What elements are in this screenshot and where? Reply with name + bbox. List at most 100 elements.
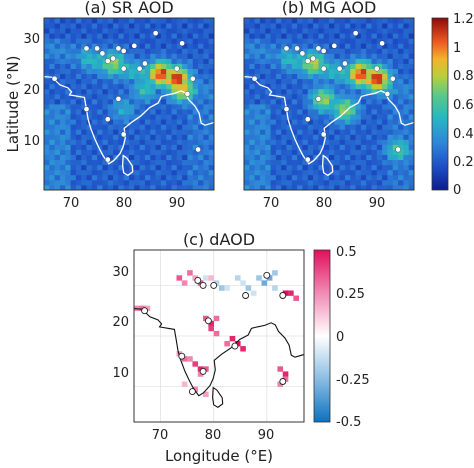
panel-a-aod-grid-cell bbox=[182, 78, 188, 85]
panel-b-aod-grid-cell bbox=[371, 104, 378, 110]
panel-b-aod-grid-cell bbox=[302, 93, 309, 100]
panel-a-aod-grid-cell bbox=[171, 58, 178, 64]
panel-b-aod-grid-cell bbox=[291, 159, 298, 166]
panel-a-aod-grid-cell bbox=[97, 98, 103, 105]
panel-a-aod-grid-cell bbox=[102, 149, 109, 155]
panel-b-aod-grid-cell bbox=[244, 68, 250, 75]
panel-b-aod-grid-cell bbox=[249, 124, 256, 130]
panel-b-aod-grid-cell bbox=[387, 78, 394, 85]
panel-b-aod-grid-cell bbox=[344, 114, 351, 120]
panel-a-aod-grid-cell bbox=[144, 93, 151, 100]
panel-b-aod-grid-cell bbox=[382, 164, 388, 171]
panel-c-daod-cell bbox=[272, 270, 278, 276]
panel-b-aod-grid-cell bbox=[254, 38, 261, 44]
panel-b-aod-grid-cell bbox=[355, 164, 362, 171]
panel-a-aod-grid-cell bbox=[113, 88, 119, 95]
panel-a-aod-grid-cell bbox=[187, 109, 194, 115]
panel-a-aod-grid-cell bbox=[75, 104, 82, 110]
panel-a-aod-grid-cell bbox=[65, 83, 71, 90]
panel-a-aod-grid-cell bbox=[155, 174, 162, 181]
panel-a-aod-grid-cell bbox=[192, 119, 199, 125]
panel-a-aod-grid-cell bbox=[192, 134, 199, 140]
panel-a-aod-grid-cell bbox=[198, 18, 204, 24]
panel-a-aod-grid-cell bbox=[144, 73, 151, 80]
panel-a-aod-grid-cell bbox=[59, 38, 66, 44]
panel-b-aod-grid-cell bbox=[339, 124, 346, 130]
panel-c-daod-cell bbox=[176, 275, 183, 281]
panel-a-aod-grid-cell bbox=[155, 104, 162, 110]
panel-a-aod-grid-cell bbox=[182, 174, 188, 181]
panel-b-aod-grid-cell bbox=[323, 73, 330, 80]
panel-a-aod-grid-cell bbox=[49, 48, 56, 54]
panel-b-aod-grid-cell bbox=[329, 114, 335, 120]
panel-b-aod-grid-cell bbox=[403, 83, 410, 90]
panel-b-aod-grid-cell bbox=[408, 43, 414, 49]
panel-a-aod-grid-cell bbox=[203, 144, 210, 150]
panel-b-aod-grid-cell bbox=[376, 83, 383, 90]
panel-a-aod-grid-cell bbox=[86, 68, 93, 75]
panel-a-aod-grid-cell bbox=[129, 93, 135, 100]
panel-a-aod-grid-cell bbox=[208, 58, 214, 64]
panel-b-aod-grid-cell bbox=[281, 139, 287, 145]
panel-b-aod-grid-cell bbox=[339, 43, 346, 49]
panel-a-sri-lanka-outline bbox=[121, 154, 134, 177]
panel-c-ytick-30: 30 bbox=[112, 265, 129, 280]
panel-b-aod-grid-cell bbox=[259, 33, 266, 39]
panel-a-aod-grid-cell bbox=[113, 83, 119, 90]
panel-a-aod-grid-cell bbox=[75, 98, 82, 105]
panel-b-aod-grid-cell bbox=[249, 58, 256, 64]
panel-b-station-marker bbox=[283, 45, 290, 52]
panel-b-aod-grid-cell bbox=[249, 184, 256, 190]
panel-b-aod-grid-cell bbox=[408, 98, 414, 105]
panel-b-aod-grid-cell bbox=[297, 83, 303, 90]
panel-a-aod-grid-cell bbox=[187, 33, 194, 39]
panel-b-aod-grid-cell bbox=[382, 154, 388, 161]
panel-b-aod-grid-cell bbox=[350, 33, 356, 39]
panel-b-aod-grid-cell bbox=[339, 28, 346, 34]
panel-b-aod-grid-cell bbox=[249, 174, 256, 181]
panel-b-aod-grid-cell bbox=[291, 179, 298, 186]
panel-a-aod-grid-cell bbox=[107, 78, 114, 85]
panel-a-aod-grid-cell bbox=[65, 119, 71, 125]
panel-c-daod-cell bbox=[277, 366, 284, 372]
panel-a-aod-grid-cell bbox=[81, 144, 87, 150]
panel-b-aod-grid-cell bbox=[244, 184, 250, 190]
panel-b-aod-grid-cell bbox=[339, 134, 346, 140]
panel-a-aod-grid-cell bbox=[54, 78, 61, 85]
panel-a-aod-grid-cell bbox=[203, 149, 210, 155]
panel-b-aod-grid-cell bbox=[249, 144, 256, 150]
panel-a-aod-grid-cell bbox=[192, 114, 199, 120]
panel-a-aod-grid-cell bbox=[176, 114, 183, 120]
panel-a-aod-grid-cell bbox=[155, 119, 162, 125]
panel-b-aod-grid-cell bbox=[350, 154, 356, 161]
panel-a-aod-grid-cell bbox=[75, 174, 82, 181]
panel-b-aod-grid-cell bbox=[244, 98, 250, 105]
panel-b-aod-grid-cell bbox=[392, 164, 399, 171]
panel-a-aod-grid-cell bbox=[75, 23, 82, 29]
panel-b-aod-grid-cell bbox=[291, 109, 298, 115]
panel-b-aod-grid-cell bbox=[387, 124, 394, 130]
panel-b-aod-grid-cell bbox=[366, 184, 372, 190]
panel-a-aod-grid-cell bbox=[65, 33, 71, 39]
panel-a-aod-grid-cell bbox=[166, 109, 172, 115]
panel-b-aod-grid-cell bbox=[286, 78, 293, 85]
panel-b-aod-grid-cell bbox=[408, 134, 414, 140]
panel-a-aod-grid-cell bbox=[160, 28, 167, 34]
panel-a-aod-grid-cell bbox=[123, 53, 130, 59]
panel-a-aod-grid-cell bbox=[139, 144, 146, 150]
panel-b-station-marker bbox=[320, 65, 327, 72]
panel-a-aod-grid-cell bbox=[129, 124, 135, 130]
panel-a-aod-grid-cell bbox=[75, 109, 82, 115]
panel-a-aod-grid-cell bbox=[150, 83, 156, 90]
panel-a-aod-grid-cell bbox=[86, 23, 93, 29]
panel-b-aod-grid-cell bbox=[281, 18, 287, 24]
panel-b-aod-grid-cell bbox=[244, 43, 250, 49]
panel-b-aod-grid-cell bbox=[360, 58, 367, 64]
panel-b-aod-grid-cell bbox=[339, 149, 346, 155]
panel-a-aod-grid-cell bbox=[113, 18, 119, 24]
panel-b-aod-grid-cell bbox=[408, 114, 414, 120]
panel-b-aod-grid-cell bbox=[334, 28, 341, 34]
panel-b-aod-grid-cell bbox=[360, 88, 367, 95]
panel-b-aod-grid-cell bbox=[360, 119, 367, 125]
panel-b-aod-grid-cell bbox=[249, 38, 256, 44]
